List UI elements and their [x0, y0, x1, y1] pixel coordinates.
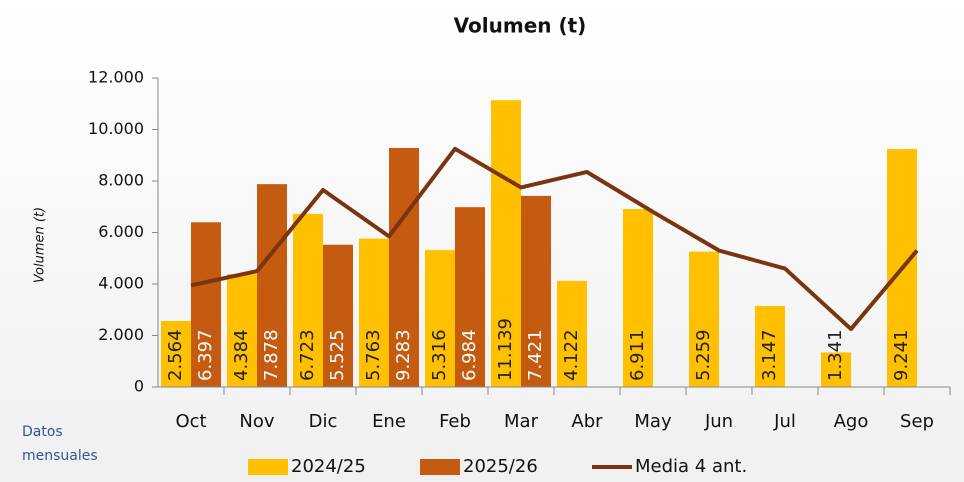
line	[190, 146, 919, 332]
value-label: 4.122	[561, 329, 582, 381]
x-tick-label: Oct	[175, 411, 206, 432]
legend-label: Media 4 ant.	[635, 456, 747, 477]
bar	[425, 250, 455, 387]
bar	[359, 238, 389, 387]
y-tick-label: 4.000	[98, 274, 144, 293]
value-label: 3.147	[759, 329, 780, 381]
value-label: 5.763	[363, 329, 384, 381]
value-label: 9.283	[393, 329, 414, 381]
bar	[389, 147, 419, 387]
value-label: 7.878	[261, 329, 282, 381]
bar	[455, 207, 485, 387]
y-tick-label: 2.000	[98, 325, 144, 344]
y-tick-label: 6.000	[98, 222, 144, 241]
annotation: Datos mensuales	[22, 424, 98, 464]
bar	[323, 244, 353, 387]
value-label: 5.525	[327, 329, 348, 381]
value-label: 11.139	[495, 318, 516, 381]
value-label: 6.984	[459, 329, 480, 381]
y-axis-label: Volumen (t)	[33, 207, 48, 283]
value-label: 6.397	[195, 329, 216, 381]
x-tick-label: Jun	[704, 411, 733, 432]
x-tick-label: Mar	[504, 411, 539, 432]
bar	[161, 320, 191, 387]
y-tick-label: 8.000	[98, 171, 144, 190]
bar	[557, 280, 587, 387]
value-label: 6.723	[297, 329, 318, 381]
x-tick-label: Jul	[773, 411, 796, 432]
bar	[191, 222, 221, 387]
y-tick-label: 0	[134, 377, 144, 396]
value-label: 5.259	[693, 329, 714, 381]
y-tick-label: 12.000	[88, 68, 144, 87]
legend-label: 2025/26	[463, 456, 538, 477]
chart-title: Volumen (t)	[454, 14, 587, 38]
bar	[623, 209, 653, 387]
x-tick-label: Sep	[900, 411, 934, 432]
bar	[491, 100, 521, 388]
bar	[521, 195, 551, 387]
value-label: 1.341	[825, 329, 846, 381]
value-label: 7.421	[525, 329, 546, 381]
bar	[227, 274, 257, 387]
bar	[293, 213, 323, 387]
y-tick-label: 10.000	[88, 119, 144, 138]
x-tick-label: Feb	[439, 411, 471, 432]
value-label: 5.316	[429, 329, 450, 381]
value-label: 6.911	[627, 329, 648, 381]
x-tick-label: May	[634, 411, 672, 432]
bar	[257, 184, 287, 387]
value-label: 4.384	[231, 329, 252, 381]
value-label: 2.564	[165, 329, 186, 381]
bar	[689, 251, 719, 387]
legend-swatch	[420, 459, 460, 475]
x-tick-label: Nov	[239, 411, 274, 432]
x-tick-label: Dic	[309, 411, 338, 432]
value-label: 9.241	[891, 329, 912, 381]
x-tick-label: Abr	[571, 411, 603, 432]
legend-label: 2024/25	[291, 456, 366, 477]
bar	[755, 305, 785, 387]
x-tick-label: Ago	[834, 411, 869, 432]
x-tick-label: Ene	[372, 411, 406, 432]
bar	[821, 352, 851, 387]
legend-swatch	[248, 459, 288, 475]
